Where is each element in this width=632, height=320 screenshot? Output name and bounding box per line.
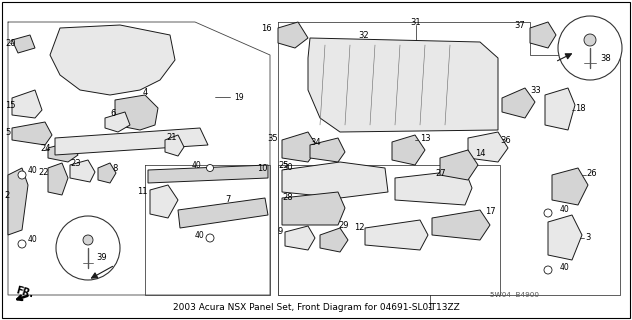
Circle shape bbox=[544, 266, 552, 274]
Polygon shape bbox=[70, 160, 95, 182]
Text: 16: 16 bbox=[262, 23, 272, 33]
Text: 13: 13 bbox=[420, 133, 430, 142]
Text: 32: 32 bbox=[358, 30, 368, 39]
Text: 37: 37 bbox=[514, 20, 525, 29]
Text: 27: 27 bbox=[435, 169, 446, 178]
Polygon shape bbox=[282, 192, 345, 225]
Text: 31: 31 bbox=[411, 18, 422, 27]
Text: 38: 38 bbox=[600, 53, 611, 62]
Circle shape bbox=[207, 164, 214, 172]
Polygon shape bbox=[55, 128, 208, 155]
Polygon shape bbox=[320, 228, 348, 252]
Text: 40: 40 bbox=[195, 230, 205, 239]
Text: 34: 34 bbox=[310, 138, 320, 147]
Circle shape bbox=[18, 240, 26, 248]
Polygon shape bbox=[285, 226, 315, 250]
Polygon shape bbox=[12, 35, 35, 53]
Text: 40: 40 bbox=[28, 165, 38, 174]
Polygon shape bbox=[545, 88, 575, 130]
Circle shape bbox=[56, 216, 120, 280]
Polygon shape bbox=[8, 168, 28, 235]
Polygon shape bbox=[278, 22, 308, 48]
Text: 3: 3 bbox=[585, 234, 590, 243]
Text: 4: 4 bbox=[143, 87, 149, 97]
Text: 2003 Acura NSX Panel Set, Front Diagram for 04691-SL0-T13ZZ: 2003 Acura NSX Panel Set, Front Diagram … bbox=[173, 303, 459, 312]
Text: 2: 2 bbox=[4, 190, 9, 199]
Text: 22: 22 bbox=[38, 167, 49, 177]
Polygon shape bbox=[395, 170, 472, 205]
Polygon shape bbox=[530, 22, 556, 48]
Polygon shape bbox=[392, 135, 425, 165]
Text: 21: 21 bbox=[166, 132, 176, 141]
Polygon shape bbox=[12, 90, 42, 118]
Text: 11: 11 bbox=[138, 188, 148, 196]
Text: 40: 40 bbox=[28, 236, 38, 244]
Text: 9: 9 bbox=[277, 228, 283, 236]
Text: 10: 10 bbox=[257, 164, 268, 172]
Text: 19: 19 bbox=[234, 92, 243, 101]
Text: 33: 33 bbox=[530, 85, 541, 94]
Polygon shape bbox=[548, 215, 582, 260]
Polygon shape bbox=[502, 88, 535, 118]
Polygon shape bbox=[150, 185, 178, 218]
Text: 23: 23 bbox=[70, 158, 81, 167]
Polygon shape bbox=[365, 220, 428, 250]
Polygon shape bbox=[98, 163, 116, 183]
Text: FR.: FR. bbox=[15, 285, 35, 299]
Polygon shape bbox=[48, 163, 68, 195]
Text: 29: 29 bbox=[338, 220, 348, 229]
Polygon shape bbox=[148, 165, 268, 183]
Polygon shape bbox=[165, 135, 184, 156]
Text: 12: 12 bbox=[355, 223, 365, 233]
Circle shape bbox=[18, 171, 26, 179]
Polygon shape bbox=[308, 38, 498, 132]
Polygon shape bbox=[282, 132, 318, 162]
Text: 40: 40 bbox=[560, 205, 570, 214]
Polygon shape bbox=[178, 198, 268, 228]
Text: 30: 30 bbox=[282, 163, 293, 172]
Text: 39: 39 bbox=[96, 253, 107, 262]
Circle shape bbox=[558, 16, 622, 80]
Text: 7: 7 bbox=[225, 196, 231, 204]
Polygon shape bbox=[310, 138, 345, 162]
Text: 5: 5 bbox=[5, 127, 10, 137]
Text: 1: 1 bbox=[427, 303, 433, 313]
Circle shape bbox=[206, 234, 214, 242]
Polygon shape bbox=[12, 122, 52, 145]
Text: 17: 17 bbox=[485, 207, 495, 217]
Text: 24: 24 bbox=[40, 143, 51, 153]
Text: 6: 6 bbox=[110, 108, 116, 117]
Circle shape bbox=[544, 209, 552, 217]
Circle shape bbox=[584, 34, 596, 46]
Polygon shape bbox=[432, 210, 490, 240]
Polygon shape bbox=[50, 25, 175, 95]
Text: 26: 26 bbox=[586, 169, 597, 178]
Text: 40: 40 bbox=[560, 263, 570, 273]
Polygon shape bbox=[115, 95, 158, 130]
Polygon shape bbox=[105, 112, 130, 132]
Polygon shape bbox=[440, 150, 478, 180]
Text: 14: 14 bbox=[475, 148, 485, 157]
Polygon shape bbox=[48, 142, 78, 162]
Text: 15: 15 bbox=[5, 100, 16, 109]
Polygon shape bbox=[282, 162, 388, 198]
Polygon shape bbox=[552, 168, 588, 205]
Polygon shape bbox=[468, 132, 508, 162]
Circle shape bbox=[83, 235, 93, 245]
Text: 8: 8 bbox=[112, 164, 118, 172]
Text: 5W04  B4900: 5W04 B4900 bbox=[490, 292, 539, 298]
Text: 28: 28 bbox=[282, 193, 293, 202]
Text: 20: 20 bbox=[5, 38, 16, 47]
Text: 36: 36 bbox=[500, 135, 511, 145]
Text: 25: 25 bbox=[278, 161, 288, 170]
Text: 18: 18 bbox=[575, 103, 586, 113]
Text: 40: 40 bbox=[191, 161, 201, 170]
Text: 35: 35 bbox=[267, 133, 278, 142]
